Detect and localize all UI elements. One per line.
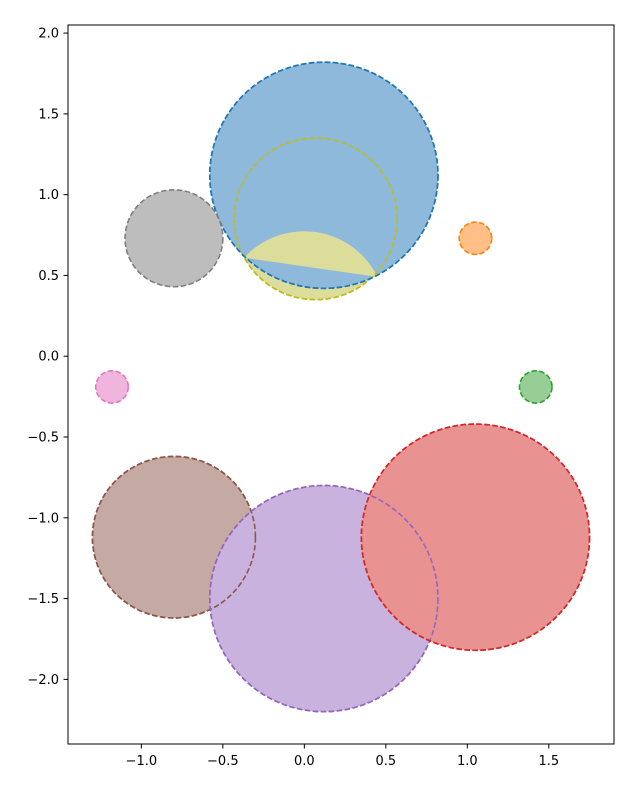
x-tick-label: −0.5 (207, 754, 239, 769)
circle-olive-outline (233, 137, 399, 301)
circle-red-outline (360, 423, 591, 652)
y-tick-label: 1.0 (38, 188, 59, 203)
x-axis: −1.0 −0.5 0.0 0.5 1.0 1.5 (126, 744, 559, 769)
circle-pink (94, 369, 130, 404)
x-tick-label: 0.0 (294, 754, 315, 769)
y-tick-label: −1.0 (27, 511, 59, 526)
circle-blue-outline (208, 61, 439, 290)
x-tick-label: 1.5 (538, 754, 559, 769)
plot-frame (67, 24, 615, 745)
y-axis: 2.0 1.5 1.0 0.5 0.0 −0.5 −1.0 −1.5 −2.0 (27, 27, 68, 688)
data-layer (91, 61, 591, 713)
y-tick-label: −0.5 (27, 431, 59, 446)
y-tick-label: 0.5 (38, 269, 59, 284)
x-tick-label: 1.0 (457, 754, 478, 769)
x-tick-label: −1.0 (126, 754, 158, 769)
y-tick-label: −1.5 (27, 592, 59, 607)
y-tick-label: 1.5 (38, 107, 59, 122)
y-tick-label: −2.0 (27, 673, 59, 688)
circle-purple-outline (208, 484, 439, 713)
x-tick-label: 0.5 (375, 754, 396, 769)
circle-brown-outline (91, 455, 257, 619)
circle-orange (458, 221, 493, 256)
circle-olive-visible-cap (244, 231, 378, 278)
circle-purple-visible-cap (211, 517, 253, 606)
y-tick-label: 0.0 (38, 350, 59, 365)
circle-red-visible-cap (372, 496, 439, 639)
y-tick-label: 2.0 (38, 27, 59, 42)
circle-green (518, 369, 553, 404)
circle-gray (124, 189, 224, 288)
